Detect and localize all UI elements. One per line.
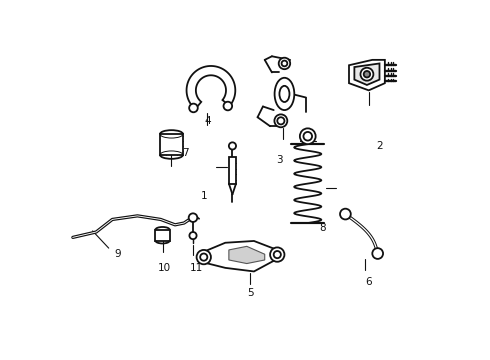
Circle shape — [282, 60, 287, 66]
Polygon shape — [229, 246, 265, 264]
Circle shape — [364, 71, 370, 77]
Polygon shape — [204, 241, 277, 271]
Circle shape — [361, 68, 373, 81]
Circle shape — [229, 142, 236, 149]
Circle shape — [223, 102, 232, 110]
Circle shape — [189, 213, 197, 222]
Circle shape — [300, 129, 316, 144]
Circle shape — [270, 247, 285, 262]
Text: 5: 5 — [247, 288, 254, 298]
Circle shape — [189, 104, 198, 112]
Ellipse shape — [279, 86, 290, 102]
Text: 4: 4 — [204, 116, 211, 126]
Bar — [160, 134, 183, 155]
Text: 2: 2 — [376, 141, 383, 151]
Polygon shape — [187, 66, 235, 109]
Circle shape — [274, 251, 281, 258]
Text: 7: 7 — [182, 148, 189, 158]
Bar — [155, 230, 170, 240]
Text: 8: 8 — [319, 224, 325, 233]
Circle shape — [277, 117, 285, 125]
Circle shape — [196, 250, 211, 264]
Text: 11: 11 — [190, 263, 203, 273]
Ellipse shape — [274, 78, 294, 110]
Text: 3: 3 — [276, 155, 282, 165]
Circle shape — [303, 132, 312, 140]
Text: 6: 6 — [366, 277, 372, 287]
Circle shape — [190, 232, 196, 239]
Text: 1: 1 — [200, 191, 207, 201]
Circle shape — [279, 58, 290, 69]
Polygon shape — [354, 63, 379, 85]
Circle shape — [200, 253, 207, 261]
Circle shape — [340, 209, 351, 220]
Bar — [229, 157, 236, 184]
Circle shape — [372, 248, 383, 259]
Text: 10: 10 — [158, 263, 171, 273]
Polygon shape — [349, 60, 385, 90]
Circle shape — [274, 114, 287, 127]
Text: 9: 9 — [114, 248, 121, 258]
